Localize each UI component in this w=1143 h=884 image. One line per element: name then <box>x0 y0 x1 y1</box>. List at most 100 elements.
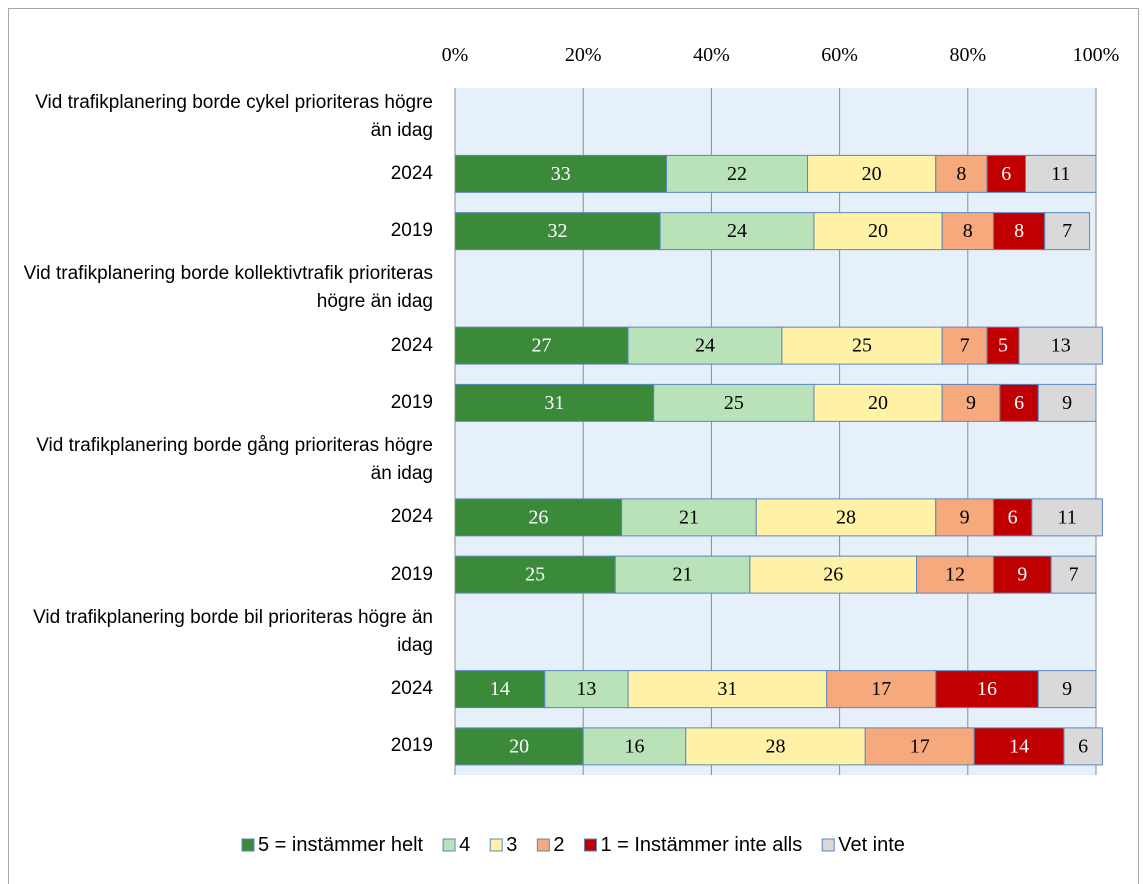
category-label: 2019 <box>390 563 433 585</box>
bar-segment <box>1037 383 1097 422</box>
bar-segment <box>627 670 828 709</box>
data-label: 14 <box>490 678 510 700</box>
legend-swatch <box>536 838 550 852</box>
bar-segment <box>1063 727 1103 766</box>
bar-segment <box>935 498 994 537</box>
bar-segment <box>659 212 815 251</box>
data-label: 8 <box>1014 220 1024 242</box>
data-label: 13 <box>1051 335 1071 357</box>
legend-label: 5 = instämmer helt <box>258 834 424 856</box>
chart-border <box>8 8 1139 884</box>
data-label: 8 <box>963 220 973 242</box>
data-label: 5 <box>998 335 1008 357</box>
bar-segment <box>454 498 623 537</box>
legend-label: 4 <box>459 834 470 856</box>
data-label: 7 <box>960 335 970 357</box>
bar-segment <box>992 212 1046 251</box>
data-label: 28 <box>766 735 786 757</box>
bar-segment <box>999 383 1039 422</box>
bar-segment <box>614 555 751 594</box>
bar-segment <box>1044 212 1091 251</box>
data-label: 20 <box>862 163 882 185</box>
data-label: 21 <box>679 506 699 528</box>
data-label: 9 <box>966 392 976 414</box>
data-label: 25 <box>852 335 872 357</box>
bar-segment <box>582 727 687 766</box>
legend-label: 1 = Instämmer inte alls <box>600 834 802 856</box>
x-tick-label: 20% <box>565 44 602 66</box>
data-label: 26 <box>528 506 548 528</box>
data-label: 27 <box>532 335 552 357</box>
legend-swatch <box>821 838 835 852</box>
bar-segment <box>621 498 757 537</box>
bar-segment <box>454 383 655 422</box>
category-label: 2024 <box>390 506 433 528</box>
data-label: 26 <box>823 564 843 586</box>
data-label: 20 <box>868 392 888 414</box>
data-label: 9 <box>960 506 970 528</box>
data-label: 31 <box>717 678 737 700</box>
data-label: 22 <box>727 163 747 185</box>
data-label: 16 <box>977 678 997 700</box>
bar-segment <box>941 212 994 251</box>
data-label: 7 <box>1069 564 1079 586</box>
bar-segment <box>973 727 1065 766</box>
data-label: 9 <box>1062 392 1072 414</box>
data-label: 25 <box>525 564 545 586</box>
bar-segment <box>666 154 809 193</box>
category-label: Vid trafikplanering borde bil prioritera… <box>33 606 433 656</box>
data-label: 7 <box>1062 220 1072 242</box>
x-tick-label: 80% <box>949 44 986 66</box>
plot-area <box>455 88 1096 775</box>
category-label: Vid trafikplanering borde cykel priorite… <box>35 91 433 141</box>
data-label: 11 <box>1058 506 1077 528</box>
legend-label: 3 <box>506 834 517 856</box>
bar-segment <box>813 383 943 422</box>
legend-swatch <box>583 838 597 852</box>
data-label: 13 <box>576 678 596 700</box>
bar-segment <box>986 326 1020 365</box>
bar-segment <box>935 670 1039 709</box>
legend-label: 2 <box>553 834 564 856</box>
bar-segment <box>1031 498 1103 537</box>
bar-segment <box>755 498 937 537</box>
x-tick-label: 40% <box>693 44 730 66</box>
data-label: 17 <box>871 678 891 700</box>
legend-label: Vet inte <box>838 834 905 856</box>
category-label: 2024 <box>390 334 433 356</box>
bar-segment <box>454 212 661 251</box>
data-label: 14 <box>1009 735 1029 757</box>
category-label: 2019 <box>390 220 433 242</box>
category-label: 2019 <box>390 391 433 413</box>
data-label: 9 <box>1062 678 1072 700</box>
data-label: 21 <box>673 564 693 586</box>
bar-segment <box>544 670 629 709</box>
bar-segment <box>1037 670 1097 709</box>
category-label: Vid trafikplanering borde kollektivtrafi… <box>23 263 433 313</box>
bar-segment <box>454 326 629 365</box>
data-label: 20 <box>509 735 529 757</box>
bar-segment <box>807 154 937 193</box>
data-label: 31 <box>544 392 564 414</box>
x-tick-label: 0% <box>442 44 469 66</box>
data-label: 8 <box>956 163 966 185</box>
bar-segment <box>941 383 1001 422</box>
data-label: 6 <box>1014 392 1024 414</box>
legend-swatch <box>489 838 503 852</box>
bar-segment <box>781 326 943 365</box>
data-label: 32 <box>548 220 568 242</box>
bar-segment <box>941 326 988 365</box>
bar-segment <box>653 383 815 422</box>
data-label: 11 <box>1051 163 1070 185</box>
category-label: Vid trafikplanering borde gång prioriter… <box>36 435 433 485</box>
bar-segment <box>1018 326 1103 365</box>
category-label: 2019 <box>390 735 433 757</box>
data-label: 6 <box>1078 735 1088 757</box>
data-label: 6 <box>1008 506 1018 528</box>
data-label: 25 <box>724 392 744 414</box>
data-label: 33 <box>551 163 571 185</box>
bar-segment <box>826 670 937 709</box>
x-tick-label: 100% <box>1073 44 1120 66</box>
